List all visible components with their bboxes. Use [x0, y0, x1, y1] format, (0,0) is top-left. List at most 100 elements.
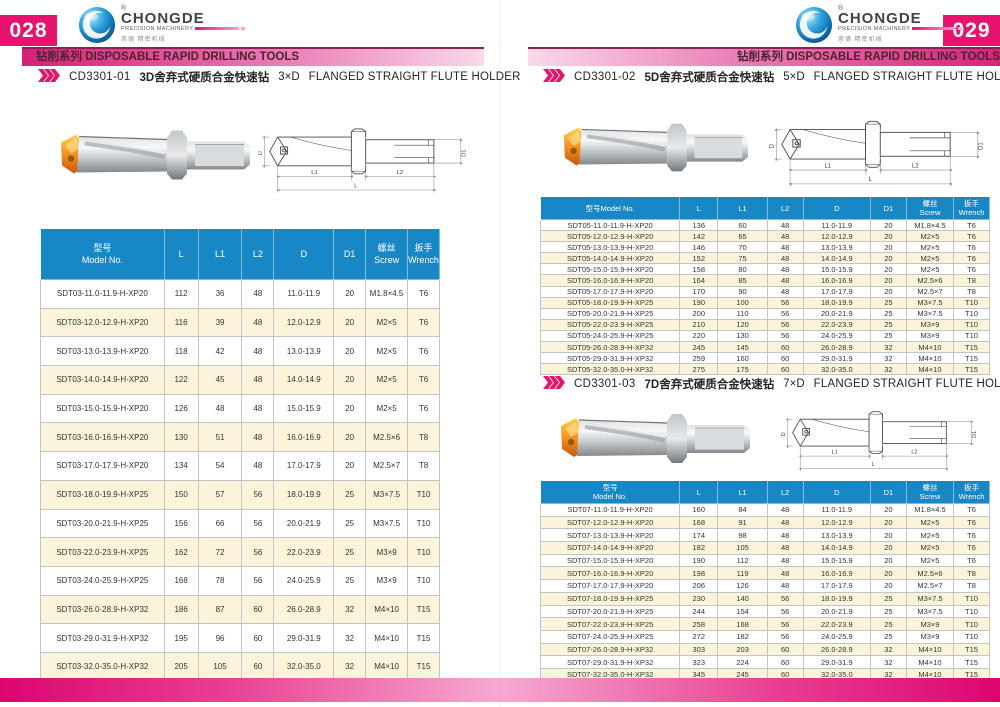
- table-row: SDT05-11.0-11.9-H-XP20 136 60 48 11.0-11.9 20…: [539, 218, 990, 232]
- table-cell: SDT03-20.0-21.9-H-XP25: [40, 508, 165, 539]
- table-cell: 272: [679, 629, 719, 644]
- table-cell: SDT07-15.0-15.9-H-XP20: [539, 553, 681, 568]
- table-cell: M3×7.5: [905, 604, 955, 619]
- table-row: SDT03-12.0-12.9-H-XP20 116 39 48 12.0-12.9 20…: [40, 307, 440, 338]
- table-cell: 48: [241, 422, 275, 453]
- table-cell: 32: [333, 651, 367, 682]
- table-cell: SDT05-12.0-12.9-H-XP20: [539, 230, 681, 243]
- col-header: L1: [717, 480, 768, 504]
- col-header: L2: [241, 228, 275, 280]
- table-cell: SDT03-29.0-31.9-H-XP32: [40, 623, 165, 653]
- brand-name: CHONGDE: [121, 9, 205, 27]
- product-name-en: FLANGED STRAIGHT FLUTE HOLDER: [813, 71, 1000, 83]
- table-cell: M3×9: [365, 565, 409, 596]
- table-row: SDT05-24.0-25.9-H-XP25 220 130 56 24.0-25.9 2…: [539, 329, 990, 343]
- table-row: SDT05-17.0-17.9-H-XP20 170 90 48 17.0-17.9 20…: [539, 285, 990, 298]
- footer-bar-right: [500, 678, 1000, 702]
- table-cell: 105: [197, 651, 243, 682]
- page-seam: [499, 0, 501, 707]
- table-cell: 20: [333, 307, 367, 338]
- col-header: 型号 Model No.: [539, 480, 681, 504]
- table-cell: SDT07-26.0-28.9-H-XP32: [539, 642, 681, 657]
- table-cell: T8: [407, 422, 440, 453]
- table-cell: 245: [679, 341, 719, 354]
- col-header: L: [163, 228, 199, 280]
- table-cell: 162: [163, 537, 199, 567]
- table-cell: 57: [197, 479, 243, 510]
- table-cell: 32: [333, 623, 367, 653]
- col-header: D1: [869, 196, 907, 220]
- dim-label-d: D: [781, 432, 787, 436]
- table-cell: 110: [717, 307, 768, 320]
- table-cell: 20: [869, 566, 907, 581]
- table-cell: SDT07-17.0-17.9-H-XP20: [539, 579, 681, 593]
- table-cell: T10: [953, 591, 990, 606]
- table-cell: 258: [679, 617, 719, 631]
- table-cell: 25: [869, 296, 907, 309]
- table-cell: 100: [717, 296, 768, 309]
- table-cell: 20.0-21.9: [802, 604, 871, 619]
- table-cell: 48: [241, 336, 275, 367]
- table-row: SDT03-14.0-14.9-H-XP20 122 45 48 14.0-14.9 20…: [40, 365, 440, 395]
- table-cell: 174: [679, 528, 719, 543]
- product-title-2: CD3301-02 5D舍弃式硬质合金快速钻 5×D FLANGED STRAI…: [543, 69, 1000, 85]
- product-title-1: CD3301-01 3D舍弃式硬质合金快速钻 3×D FLANGED STRAI…: [38, 69, 521, 85]
- tagline-line: [195, 27, 240, 30]
- table-cell: 60: [241, 651, 275, 682]
- table-cell: 84: [717, 503, 768, 517]
- table-cell: M4×10: [905, 655, 955, 669]
- table-row: SDT07-18.0-19.9-H-XP25 230 140 56 18.0-19.9 2…: [539, 591, 990, 606]
- table-cell: T6: [953, 553, 990, 568]
- table-cell: 303: [679, 642, 719, 657]
- table-cell: T8: [953, 566, 990, 581]
- table-cell: T10: [953, 307, 990, 320]
- table-cell: 18.0-19.9: [802, 296, 871, 309]
- table-cell: 20: [869, 528, 907, 543]
- table-row: SDT05-16.0-16.9-H-XP20 164 85 48 16.0-16.9 20…: [539, 274, 990, 287]
- table-cell: 56: [766, 329, 804, 343]
- table-cell: M3×7.5: [365, 479, 409, 510]
- table-cell: M4×10: [905, 341, 955, 354]
- dimension-drawing-7d: D D1 L1 L2 L: [770, 394, 990, 478]
- table-cell: 198: [679, 566, 719, 581]
- table-cell: M3×7.5: [905, 296, 955, 309]
- col-header: D: [802, 196, 871, 220]
- spec-table-5d: 型号Model No. L L1 L2 D D1 螺丝 Screw 扳手Wrench SDT05…: [539, 196, 990, 376]
- dim-label-l1: L1: [832, 450, 838, 456]
- table-row: SDT07-12.0-12.9-H-XP20 168 91 48 12.0-12.9 20…: [539, 515, 990, 530]
- table-cell: 11.0-11.9: [273, 279, 335, 309]
- col-header: 扳手Wrench: [953, 196, 990, 220]
- table-cell: 20: [333, 336, 367, 367]
- table-cell: T10: [953, 329, 990, 343]
- table-cell: 210: [679, 318, 719, 331]
- table-cell: 14.0-14.9: [802, 541, 871, 555]
- table-cell: 22.0-23.9: [802, 318, 871, 331]
- table-cell: 154: [717, 604, 768, 619]
- table-cell: 60: [241, 623, 275, 653]
- table-cell: 48: [766, 541, 804, 555]
- table-cell: M2×5: [905, 553, 955, 568]
- table-cell: 20: [869, 515, 907, 530]
- table-cell: 29.0-31.9: [802, 655, 871, 669]
- table-cell: T10: [953, 318, 990, 331]
- table-cell: T6: [953, 218, 990, 232]
- table-cell: M4×10: [905, 363, 955, 376]
- table-row: SDT07-16.0-16.9-H-XP20 198 119 48 16.0-16.9 2…: [539, 566, 990, 581]
- table-cell: 60: [766, 363, 804, 376]
- table-row: SDT03-13.0-13.9-H-XP20 118 42 48 13.0-13.9 20…: [40, 336, 440, 367]
- table-cell: 275: [679, 363, 719, 376]
- table-cell: SDT07-11.0-11.9-H-XP20: [539, 503, 681, 517]
- table-cell: SDT03-22.0-23.9-H-XP25: [40, 537, 165, 567]
- table-cell: 60: [766, 642, 804, 657]
- table-header-row: 型号 Model No. L L1 L2 D D1 螺丝 Screw 扳手 Wrench: [539, 480, 990, 504]
- table-cell: T10: [407, 479, 440, 510]
- chevron-icon: [38, 69, 60, 85]
- table-cell: 48: [241, 307, 275, 338]
- table-cell: 32: [333, 594, 367, 625]
- table-cell: M1.8×4.5: [905, 218, 955, 232]
- table-cell: 126: [717, 579, 768, 593]
- brand-logo-right: ® CHONGDE PRECISION MACHINERY 崇德 精密机械: [795, 3, 963, 47]
- table-cell: SDT05-20.0-21.9-H-XP25: [539, 307, 681, 320]
- table-cell: SDT05-26.0-28.9-H-XP32: [539, 341, 681, 354]
- table-cell: 20: [333, 422, 367, 453]
